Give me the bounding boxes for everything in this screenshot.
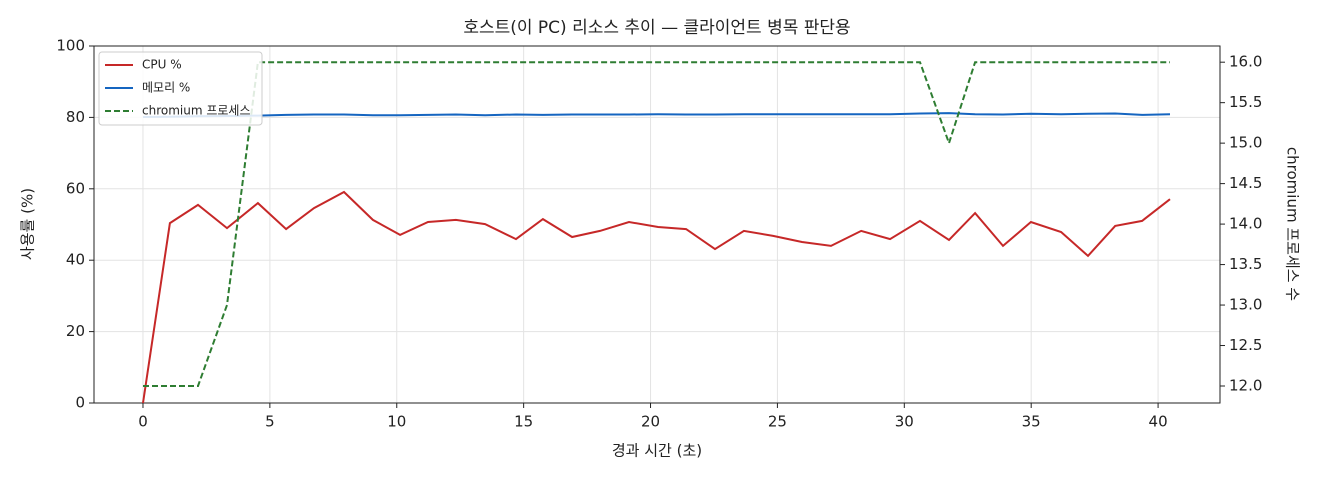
y2-tick-label: 12.0 <box>1229 377 1262 395</box>
series-line <box>142 190 1171 404</box>
plot-frame <box>93 45 1221 404</box>
x-tick-label: 10 <box>387 413 406 431</box>
legend-label: chromium 프로세스 <box>142 104 251 118</box>
legend-label: CPU % <box>142 58 182 72</box>
x-tick-label: 30 <box>895 413 914 431</box>
x-tick-label: 40 <box>1149 413 1168 431</box>
y2-tick-label: 15.5 <box>1229 93 1262 111</box>
y-tick-label: 0 <box>75 394 85 412</box>
y2-tick-label: 13.5 <box>1229 255 1262 273</box>
x-tick-label: 0 <box>138 413 148 431</box>
chart-title: 호스트(이 PC) 리소스 추이 — 클라이언트 병목 판단용 <box>463 18 850 38</box>
x-tick-label: 25 <box>768 413 787 431</box>
x-axis-label: 경과 시간 (초) <box>612 442 702 460</box>
y2-tick-label: 16.0 <box>1229 53 1262 71</box>
y-axis-label: 사용률 (%) <box>19 188 37 260</box>
x-tick-label: 5 <box>265 413 275 431</box>
x-tick-label: 15 <box>514 413 533 431</box>
x-tick-label: 20 <box>641 413 660 431</box>
y2-tick-label: 15.0 <box>1229 134 1262 152</box>
series-line <box>142 112 1171 118</box>
y-tick-label: 80 <box>66 108 85 126</box>
y2-tick-label: 13.0 <box>1229 296 1262 314</box>
series-line <box>143 61 1170 387</box>
y2-tick-label: 14.5 <box>1229 174 1262 192</box>
legend-label: 메모리 % <box>142 81 190 95</box>
y-tick-label: 60 <box>66 179 85 197</box>
x-tick-label: 35 <box>1022 413 1041 431</box>
y2-tick-label: 12.5 <box>1229 336 1262 354</box>
y-tick-label: 20 <box>66 322 85 340</box>
y2-tick-label: 14.0 <box>1229 215 1262 233</box>
y2-axis-label: chromium 프로세스 수 <box>1284 147 1302 301</box>
legend-box <box>98 51 263 126</box>
y-tick-label: 40 <box>66 251 85 269</box>
y-tick-label: 100 <box>56 37 85 55</box>
